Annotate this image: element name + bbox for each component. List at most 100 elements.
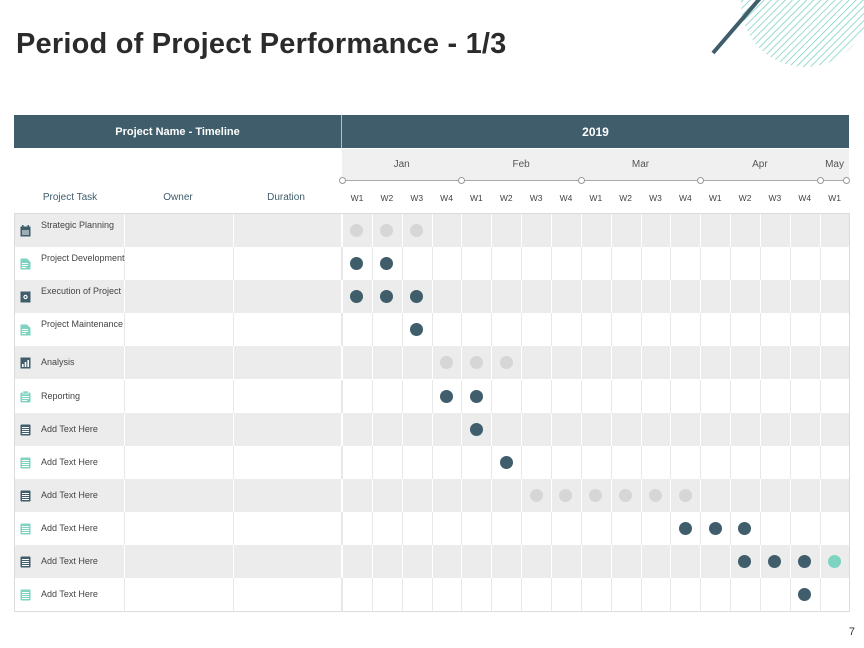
timeline-dot [350,257,364,271]
month-label: Apr [752,159,768,170]
table-row: Add Text Here [14,511,849,545]
cell-divider [670,379,671,413]
cell-divider [790,412,791,446]
cell-divider [432,379,433,413]
cell-divider [641,511,642,545]
calendar-icon [20,224,31,237]
cell-divider [491,511,492,545]
cell-divider [521,511,522,545]
cell-divider [521,214,522,247]
cell-divider [233,545,234,578]
cell-divider [581,578,582,612]
page-title: Period of Project Performance - 1/3 [16,28,507,60]
timeline-line [341,180,849,181]
timeline-dot [708,521,722,535]
cell-divider [461,346,462,380]
cell-divider [372,545,373,578]
cell-divider [342,445,343,479]
cell-divider [341,280,342,314]
timeline-marker [843,177,850,184]
task-label: Reporting [41,390,81,401]
table-row: Add Text Here [14,445,849,479]
cell-divider [730,578,731,612]
task-label: Add Text Here [41,423,98,434]
cell-divider [551,412,552,446]
timeline-dot [350,290,364,304]
timeline-marker [816,177,824,184]
column-header-duration: Duration [267,192,305,203]
cell-divider [790,346,791,380]
cell-divider [760,379,761,413]
cell-divider [402,379,403,413]
timeline-dot [589,488,603,502]
cell-divider [641,280,642,314]
timeline-dot [738,555,752,569]
cell-divider [670,478,671,512]
cell-divider [402,445,403,479]
table-row: Add Text Here [14,545,849,578]
cell-divider [551,511,552,545]
page-number: 7 [848,626,855,638]
cell-divider [611,280,612,314]
cell-divider [341,478,342,512]
cell-divider [342,412,343,446]
cell-divider [521,445,522,479]
cell-divider [461,445,462,479]
cell-divider [730,511,731,545]
cell-divider [700,412,701,446]
cell-divider [233,214,234,247]
cell-divider [641,545,642,578]
table-row: Add Text Here [14,478,849,512]
task-label: Analysis [41,357,75,368]
timeline-marker [697,177,705,184]
cell-divider [372,247,373,281]
cell-divider [432,313,433,347]
week-header: W4 [678,193,692,203]
cell-divider [124,578,125,612]
cell-divider [402,313,403,347]
cell-divider [521,379,522,413]
cell-divider [124,379,125,413]
cell-divider [611,379,612,413]
cell-divider [581,478,582,512]
cell-divider [730,412,731,446]
cell-divider [581,280,582,314]
timeline-dot [619,488,633,502]
cell-divider [432,545,433,578]
cell-divider [641,379,642,413]
cell-divider [611,578,612,612]
cell-divider [670,545,671,578]
cell-divider [341,545,342,578]
document-tools-icon [20,323,31,336]
week-header: W4 [798,193,812,203]
week-header: W2 [380,193,394,203]
cell-divider [700,545,701,578]
cell-divider [402,214,403,247]
cell-divider [372,578,373,612]
cell-divider [491,379,492,413]
cell-divider [820,247,821,281]
cell-divider [342,214,343,247]
cell-divider [820,445,821,479]
cell-divider [432,346,433,380]
cell-divider [551,346,552,380]
cell-divider [521,346,522,380]
cell-divider [372,214,373,247]
cell-divider [491,545,492,578]
table-row: Add Text Here [14,412,849,446]
cell-divider [491,214,492,247]
project-name-header: Project Name - Timeline [115,125,240,138]
cell-divider [670,313,671,347]
timeline-dot [798,588,812,602]
cell-divider [611,412,612,446]
cell-divider [581,214,582,247]
cell-divider [790,545,791,578]
cell-divider [372,412,373,446]
cell-divider [760,578,761,612]
week-header: W4 [559,193,573,203]
cell-divider [342,511,343,545]
task-label: Add Text Here [41,489,98,500]
cell-divider [461,478,462,512]
cell-divider [551,247,552,281]
cell-divider [790,214,791,247]
